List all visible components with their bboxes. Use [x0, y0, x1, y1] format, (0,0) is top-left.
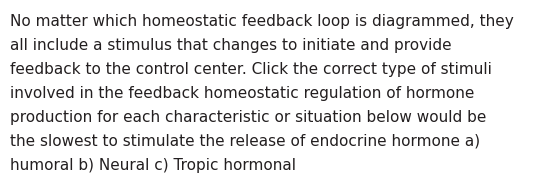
Text: all include a stimulus that changes to initiate and provide: all include a stimulus that changes to i… — [10, 38, 451, 53]
Text: the slowest to stimulate the release of endocrine hormone a): the slowest to stimulate the release of … — [10, 134, 480, 149]
Text: No matter which homeostatic feedback loop is diagrammed, they: No matter which homeostatic feedback loo… — [10, 14, 514, 29]
Text: production for each characteristic or situation below would be: production for each characteristic or si… — [10, 110, 487, 125]
Text: feedback to the control center. Click the correct type of stimuli: feedback to the control center. Click th… — [10, 62, 492, 77]
Text: involved in the feedback homeostatic regulation of hormone: involved in the feedback homeostatic reg… — [10, 86, 474, 101]
Text: humoral b) Neural c) Tropic hormonal: humoral b) Neural c) Tropic hormonal — [10, 158, 296, 173]
